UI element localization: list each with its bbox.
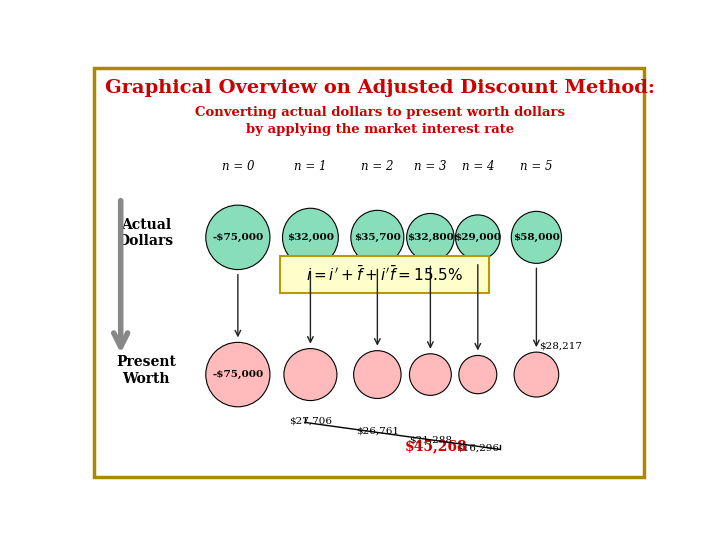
Ellipse shape: [459, 355, 497, 394]
Ellipse shape: [410, 354, 451, 395]
Text: $32,800: $32,800: [407, 233, 454, 242]
Text: Present
Worth: Present Worth: [116, 355, 176, 386]
FancyBboxPatch shape: [279, 256, 489, 294]
Text: $58,000: $58,000: [513, 233, 560, 242]
Text: n = 4: n = 4: [462, 160, 494, 173]
Text: $32,000: $32,000: [287, 233, 334, 242]
Text: $27,706: $27,706: [289, 416, 332, 425]
Ellipse shape: [351, 211, 404, 265]
Text: $28,217: $28,217: [539, 341, 582, 350]
Ellipse shape: [284, 349, 337, 401]
Text: n = 5: n = 5: [520, 160, 553, 173]
Text: $i = i' + \bar{f} + i'\bar{f} = 15.5\%$: $i = i' + \bar{f} + i'\bar{f} = 15.5\%$: [306, 265, 463, 285]
Ellipse shape: [407, 213, 454, 261]
Ellipse shape: [206, 342, 270, 407]
Text: -$75,000: -$75,000: [212, 370, 264, 379]
Ellipse shape: [354, 350, 401, 399]
Text: $29,000: $29,000: [454, 233, 501, 242]
Text: Actual
Dollars: Actual Dollars: [118, 218, 174, 248]
Text: $45,268: $45,268: [405, 440, 467, 453]
Text: n = 3: n = 3: [414, 160, 446, 173]
Text: $35,700: $35,700: [354, 233, 401, 242]
Text: -$75,000: -$75,000: [212, 233, 264, 242]
Text: n = 1: n = 1: [294, 160, 327, 173]
Ellipse shape: [456, 215, 500, 260]
Ellipse shape: [511, 211, 562, 264]
Ellipse shape: [514, 352, 559, 397]
Text: $26,761: $26,761: [356, 427, 399, 436]
Text: $16,296: $16,296: [456, 443, 499, 452]
Text: Converting actual dollars to present worth dollars: Converting actual dollars to present wor…: [195, 106, 565, 119]
Text: Graphical Overview on Adjusted Discount Method:: Graphical Overview on Adjusted Discount …: [105, 79, 655, 97]
Ellipse shape: [206, 205, 270, 269]
Text: $21,288: $21,288: [409, 436, 452, 445]
Text: n = 2: n = 2: [361, 160, 394, 173]
FancyBboxPatch shape: [94, 68, 644, 477]
Text: n = 0: n = 0: [222, 160, 254, 173]
Ellipse shape: [282, 208, 338, 266]
Text: by applying the market interest rate: by applying the market interest rate: [246, 123, 514, 136]
